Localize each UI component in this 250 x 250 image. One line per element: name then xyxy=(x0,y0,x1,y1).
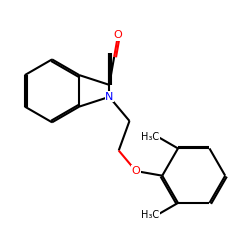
Text: H₃C: H₃C xyxy=(141,210,159,220)
Text: H₃C: H₃C xyxy=(141,132,159,142)
Text: O: O xyxy=(132,166,140,176)
Text: O: O xyxy=(114,30,122,40)
Text: N: N xyxy=(105,92,114,102)
